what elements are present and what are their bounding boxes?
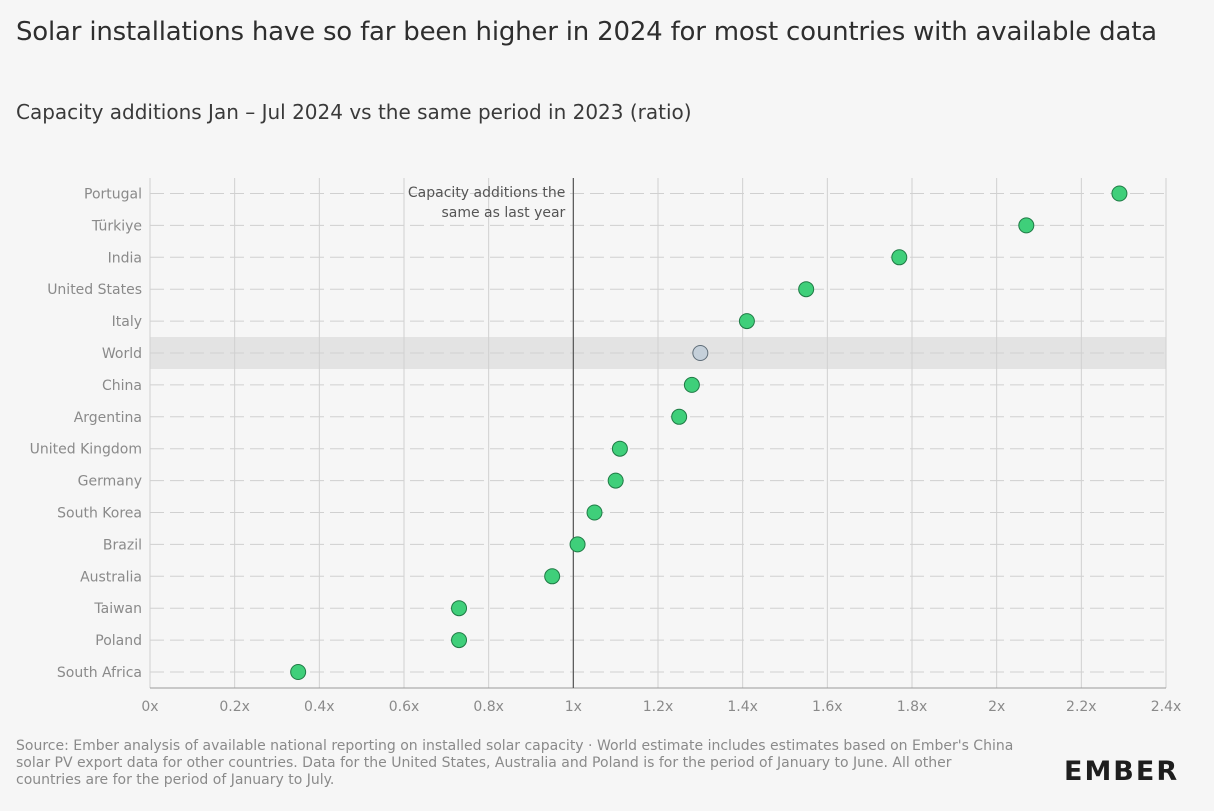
source-note: Source: Ember analysis of available nati… [16,738,1014,788]
category-label: United Kingdom [30,442,142,458]
category-label: Australia [80,569,142,585]
page-subtitle: Capacity additions Jan – Jul 2024 vs the… [16,100,692,124]
x-tick-label: 0.4x [304,699,335,715]
category-label: Italy [112,314,142,330]
x-tick-label: 1.8x [897,699,928,715]
data-point [891,249,908,266]
data-point [290,664,307,680]
reference-line-label: Capacity additions the [408,185,565,201]
category-label: South Africa [57,665,142,681]
x-tick-label: 1.4x [727,699,758,715]
category-label: Brazil [103,537,142,553]
x-tick-label: 0x [141,699,158,715]
x-tick-label: 2.2x [1066,699,1097,715]
category-label: United States [47,282,142,298]
category-label: South Korea [57,506,142,522]
page-title: Solar installations have so far been hig… [16,17,1157,47]
category-label: Taiwan [93,601,142,617]
x-tick-label: 0.2x [219,699,250,715]
category-label: Argentina [74,410,142,426]
data-point [1111,185,1128,202]
category-label: Germany [78,474,142,490]
data-point [451,632,468,649]
x-tick-label: 1.2x [643,699,674,715]
data-point [683,376,700,393]
reference-line-label: same as last year [441,205,565,221]
category-label: China [102,378,142,394]
category-label: Poland [95,633,142,649]
x-tick-label: 1x [565,699,582,715]
data-point [1018,217,1035,234]
x-tick-label: 0.8x [473,699,504,715]
data-point [611,440,628,457]
x-tick-label: 2.4x [1151,699,1182,715]
category-label: Türkiye [91,218,142,234]
data-point [586,504,603,521]
data-point [738,313,755,330]
category-label: Portugal [84,187,142,203]
x-tick-label: 0.6x [389,699,420,715]
data-point [607,472,624,489]
data-point [544,568,561,585]
data-point-highlight [692,345,709,361]
dot-plot-chart: Capacity additions the same as last year P… [30,178,1182,715]
data-point [798,281,815,298]
x-tick-label: 1.6x [812,699,843,715]
category-label: World [102,346,142,362]
x-tick-label: 2x [988,699,1005,715]
data-point [451,600,468,617]
data-point [569,536,586,553]
data-point [671,408,688,425]
ember-logo: EMBER [1064,756,1180,787]
category-label: India [108,250,142,266]
